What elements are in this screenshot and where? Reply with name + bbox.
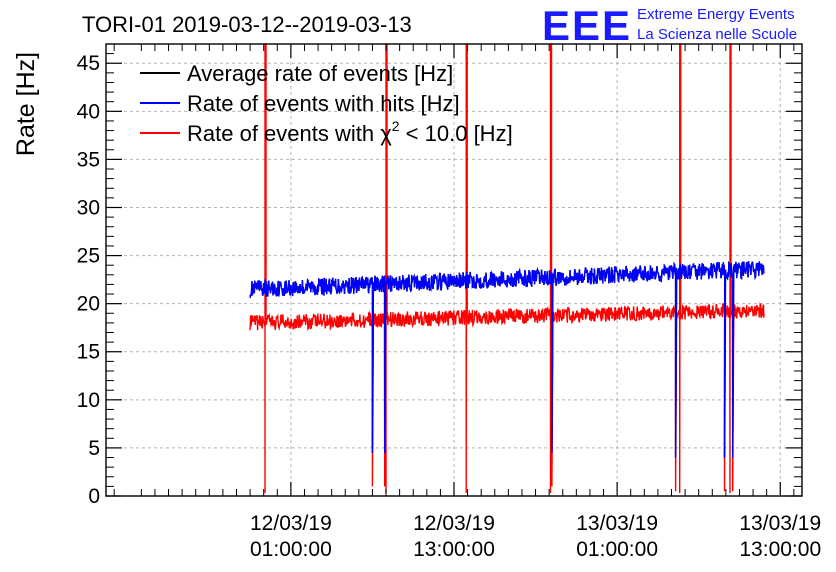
- x-axis: 12/03/19 01:00:00 12/03/19 13:00:00 13/03/19…: [113, 44, 821, 561]
- x-tick-label-time: 01:00:00: [576, 538, 658, 561]
- y-tick-label: 35: [77, 148, 100, 171]
- x-tick-label-time: 13:00:00: [739, 538, 821, 561]
- legend-entry-average: Average rate of events [Hz]: [187, 61, 453, 86]
- legend-entry-hits: Rate of events with hits [Hz]: [187, 91, 460, 116]
- y-tick-label: 0: [88, 485, 100, 508]
- chart-title: TORI-01 2019-03-12--2019-03-13: [82, 12, 412, 37]
- legend: Average rate of events [Hz] Rate of even…: [140, 61, 513, 146]
- y-tick-label: 20: [77, 293, 100, 316]
- legend-entry-chi2-main: Rate of events with χ: [187, 121, 392, 146]
- x-tick-label-date: 13/03/19: [576, 512, 658, 535]
- x-tick-label-date: 12/03/19: [250, 512, 332, 535]
- y-tick-label: 30: [77, 196, 100, 219]
- y-tick-label: 5: [88, 437, 100, 460]
- x-tick-label-time: 13:00:00: [413, 538, 495, 561]
- y-axis-label: Rate [Hz]: [12, 52, 40, 156]
- legend-entry-chi2-sup: 2: [392, 118, 400, 134]
- y-tick-label: 15: [77, 341, 100, 364]
- y-tick-label: 25: [77, 245, 100, 268]
- series-line-hits: [249, 260, 765, 458]
- y-tick-label: 10: [77, 389, 100, 412]
- x-tick-label-date: 13/03/19: [739, 512, 821, 535]
- y-tick-label: 45: [77, 52, 100, 75]
- grid-lines: [106, 44, 802, 496]
- y-axis: 0 5 10 15 20 25 30 35 40 45: [77, 43, 802, 508]
- legend-entry-chi2-suffix: < 10.0 [Hz]: [400, 121, 513, 146]
- brand-line-2: La Scienza nelle Scuole: [637, 26, 797, 43]
- x-tick-label-date: 12/03/19: [413, 512, 495, 535]
- eee-logo: EEE: [542, 2, 632, 49]
- legend-entry-chi2: Rate of events with χ2 < 10.0 [Hz]: [187, 118, 513, 146]
- brand-line-1: Extreme Energy Events: [637, 6, 795, 23]
- x-tick-label-time: 01:00:00: [250, 538, 332, 561]
- eee-branding: EEE Extreme Energy Events La Scienza nel…: [542, 2, 797, 49]
- y-tick-label: 40: [77, 100, 100, 123]
